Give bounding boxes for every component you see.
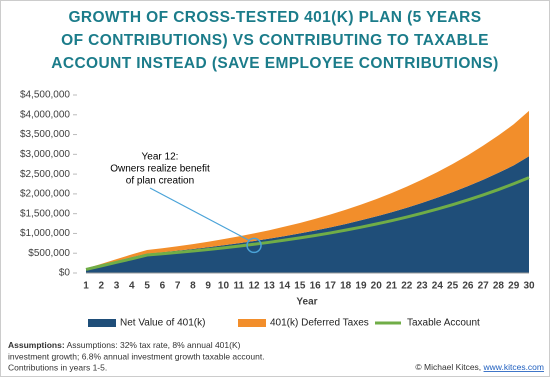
assumptions-text: Contributions in years 1-5. bbox=[8, 362, 107, 372]
x-tick-label: 23 bbox=[417, 281, 429, 292]
x-tick-label: 20 bbox=[371, 281, 383, 292]
credit-text: © Michael Kitces, bbox=[415, 362, 483, 372]
legend-swatch bbox=[238, 319, 266, 327]
credit: © Michael Kitces, www.kitces.com bbox=[415, 362, 544, 372]
x-tick-label: 9 bbox=[205, 281, 211, 292]
legend-label: 401(k) Deferred Taxes bbox=[270, 318, 369, 329]
area bbox=[86, 156, 529, 273]
x-tick-label: 3 bbox=[114, 281, 120, 292]
y-tick-label: $1,000,000 bbox=[20, 228, 70, 239]
legend-label: Taxable Account bbox=[407, 318, 480, 329]
assumptions: Assumptions: Assumptions: 32% tax rate, … bbox=[8, 340, 241, 350]
legend-item: Net Value of 401(k) bbox=[88, 318, 205, 329]
x-tick-label: 26 bbox=[462, 281, 474, 292]
x-tick-label: 18 bbox=[340, 281, 352, 292]
x-tick-label: 16 bbox=[310, 281, 322, 292]
x-axis-label: Year bbox=[296, 297, 317, 308]
x-tick-label: 2 bbox=[98, 281, 104, 292]
y-tick-label: $3,500,000 bbox=[20, 129, 70, 140]
x-tick-label: 19 bbox=[355, 281, 367, 292]
x-tick-label: 22 bbox=[401, 281, 413, 292]
y-tick-label: $1,500,000 bbox=[20, 208, 70, 219]
assumptions-text: investment growth; 6.8% annual investmen… bbox=[8, 351, 265, 361]
annotation-arrow bbox=[149, 187, 250, 241]
y-tick-label: $0 bbox=[59, 268, 71, 279]
chart-title: ACCOUNT INSTEAD (SAVE EMPLOYEE CONTRIBUT… bbox=[51, 55, 498, 72]
x-tick-label: 28 bbox=[493, 281, 505, 292]
y-tick-label: $4,500,000 bbox=[20, 90, 70, 101]
annotation-circle bbox=[246, 237, 262, 254]
annotation-text: of plan creation bbox=[126, 176, 194, 187]
y-tick-label: $3,000,000 bbox=[20, 149, 70, 160]
x-tick-label: 11 bbox=[233, 281, 244, 292]
x-tick-label: 29 bbox=[508, 281, 520, 292]
legend-label: Net Value of 401(k) bbox=[120, 318, 205, 329]
y-tick-label: $2,500,000 bbox=[20, 169, 70, 180]
chart-title: GROWTH OF CROSS-TESTED 401(K) PLAN (5 YE… bbox=[68, 9, 481, 26]
x-tick-label: 1 bbox=[83, 281, 89, 292]
chart-title: OF CONTRIBUTIONS) VS CONTRIBUTING TO TAX… bbox=[61, 32, 489, 49]
y-tick-label: $500,000 bbox=[28, 248, 70, 259]
assumptions-text: Assumptions: 32% tax rate, 8% annual 401… bbox=[67, 340, 241, 350]
x-tick-label: 15 bbox=[294, 281, 306, 292]
annotation-text: Owners realize benefit bbox=[110, 164, 210, 175]
legend-item: 401(k) Deferred Taxes bbox=[238, 318, 369, 329]
y-tick-label: $2,000,000 bbox=[20, 189, 70, 200]
x-tick-label: 7 bbox=[175, 281, 181, 292]
x-tick-label: 30 bbox=[523, 281, 535, 292]
x-tick-label: 4 bbox=[129, 281, 135, 292]
x-tick-label: 6 bbox=[160, 281, 166, 292]
x-tick-label: 12 bbox=[248, 281, 260, 292]
x-tick-label: 13 bbox=[264, 281, 276, 292]
area bbox=[86, 110, 529, 270]
x-tick-label: 21 bbox=[386, 281, 398, 292]
x-tick-label: 14 bbox=[279, 281, 291, 292]
annotation-text: Year 12: bbox=[142, 152, 179, 163]
x-tick-label: 8 bbox=[190, 281, 196, 292]
line bbox=[85, 176, 530, 271]
x-tick-label: 17 bbox=[325, 281, 337, 292]
assumptions-label: Assumptions: bbox=[8, 340, 65, 350]
credit-link[interactable]: www.kitces.com bbox=[483, 362, 544, 372]
x-tick-label: 10 bbox=[218, 281, 230, 292]
x-tick-label: 5 bbox=[144, 281, 150, 292]
legend-item: Taxable Account bbox=[375, 318, 480, 329]
x-tick-label: 27 bbox=[478, 281, 490, 292]
y-tick-label: $4,000,000 bbox=[20, 109, 70, 120]
x-tick-label: 24 bbox=[432, 281, 444, 292]
legend-swatch bbox=[88, 319, 116, 327]
x-tick-label: 25 bbox=[447, 281, 459, 292]
